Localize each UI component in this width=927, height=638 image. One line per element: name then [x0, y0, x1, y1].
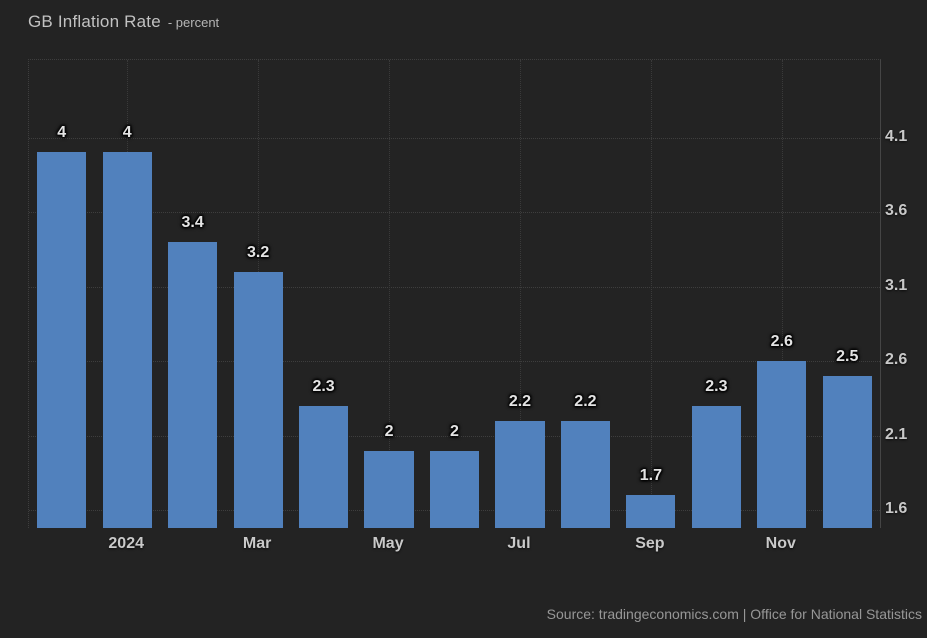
chart-title: GB Inflation Rate — [28, 12, 161, 31]
y-tick-label: 2.1 — [885, 425, 908, 443]
bar[interactable] — [168, 241, 218, 528]
x-tick-label: Sep — [635, 535, 665, 552]
y-tick-label: 2.6 — [885, 351, 908, 369]
bar-value-label: 2 — [384, 422, 394, 440]
plot-area: 4 4 3.4 3.2 2.3 2 2 2.2 2.2 1.7 2.3 2.6 2.5 — [28, 59, 881, 528]
y-tick-label: 3.6 — [885, 202, 908, 220]
h-gridline — [29, 286, 880, 288]
bar[interactable] — [429, 450, 480, 528]
source-attribution: Source: tradingeconomics.com | Office fo… — [546, 606, 922, 622]
bar[interactable] — [822, 375, 872, 528]
y-tick-label: 1.6 — [885, 500, 908, 518]
y-tick-label: 4.1 — [885, 127, 908, 145]
x-tick-label: May — [372, 535, 404, 552]
chart-header: GB Inflation Rate - percent — [28, 12, 219, 32]
y-tick-label: 3.1 — [885, 276, 908, 294]
bar-value-label: 2 — [450, 422, 459, 440]
bar[interactable] — [560, 420, 610, 528]
x-tick-label: 2024 — [108, 535, 144, 552]
bar[interactable] — [495, 420, 545, 528]
bar-value-label: 3.2 — [246, 243, 270, 261]
bar[interactable] — [691, 405, 741, 528]
chart-title-unit: - percent — [167, 15, 220, 30]
bar-value-label: 4 — [57, 124, 67, 142]
x-tick-label: Nov — [765, 535, 796, 552]
bar[interactable] — [102, 152, 152, 528]
h-gridline — [29, 212, 880, 214]
bar[interactable] — [299, 405, 349, 528]
bar-value-label: 1.7 — [639, 467, 662, 485]
bar-value-label: 3.4 — [181, 213, 204, 231]
h-gridline — [29, 137, 880, 139]
bar-value-label: 2.2 — [574, 392, 597, 410]
bar[interactable] — [757, 361, 807, 528]
bar[interactable] — [37, 152, 87, 528]
x-axis: 2024 Mar May Jul Sep Nov — [28, 533, 879, 559]
bar[interactable] — [626, 495, 676, 528]
bar-value-label: 2.2 — [508, 392, 532, 410]
y-axis: 4.1 3.6 3.1 2.6 2.1 1.6 — [885, 59, 927, 527]
bar[interactable] — [233, 271, 283, 528]
h-gridline — [29, 435, 880, 437]
bar[interactable] — [364, 450, 414, 528]
v-gridline — [389, 60, 391, 528]
v-gridline — [781, 60, 783, 528]
h-gridline — [29, 361, 880, 363]
v-gridline — [519, 60, 521, 528]
bar-value-label: 2.3 — [705, 377, 728, 395]
x-tick-label: Mar — [242, 535, 272, 552]
x-tick-label: Jul — [507, 535, 531, 552]
v-gridline — [650, 60, 652, 528]
bar-value-label: 4 — [122, 124, 132, 142]
bar-value-label: 2.5 — [836, 347, 859, 365]
bar-value-label: 2.3 — [312, 377, 335, 395]
bar-value-label: 2.6 — [770, 333, 793, 351]
